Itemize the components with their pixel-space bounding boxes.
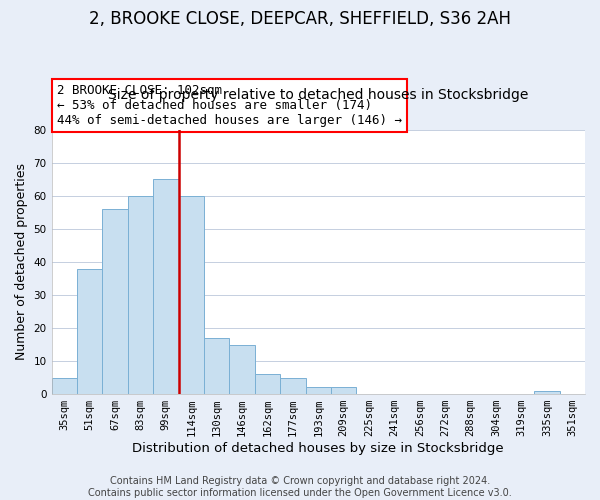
Bar [255, 374, 280, 394]
Bar [229, 344, 255, 394]
Text: 2, BROOKE CLOSE, DEEPCAR, SHEFFIELD, S36 2AH: 2, BROOKE CLOSE, DEEPCAR, SHEFFIELD, S36… [89, 10, 511, 28]
Bar [128, 196, 153, 394]
Bar [204, 338, 229, 394]
Text: Contains HM Land Registry data © Crown copyright and database right 2024.
Contai: Contains HM Land Registry data © Crown c… [88, 476, 512, 498]
Bar [153, 180, 179, 394]
Text: 2 BROOKE CLOSE: 102sqm
← 53% of detached houses are smaller (174)
44% of semi-de: 2 BROOKE CLOSE: 102sqm ← 53% of detached… [57, 84, 402, 127]
Bar [534, 391, 560, 394]
Bar [305, 388, 331, 394]
Title: Size of property relative to detached houses in Stocksbridge: Size of property relative to detached ho… [108, 88, 529, 102]
Bar [52, 378, 77, 394]
Bar [331, 388, 356, 394]
Bar [77, 268, 103, 394]
Bar [179, 196, 204, 394]
X-axis label: Distribution of detached houses by size in Stocksbridge: Distribution of detached houses by size … [133, 442, 504, 455]
Bar [280, 378, 305, 394]
Bar [103, 209, 128, 394]
Y-axis label: Number of detached properties: Number of detached properties [15, 164, 28, 360]
